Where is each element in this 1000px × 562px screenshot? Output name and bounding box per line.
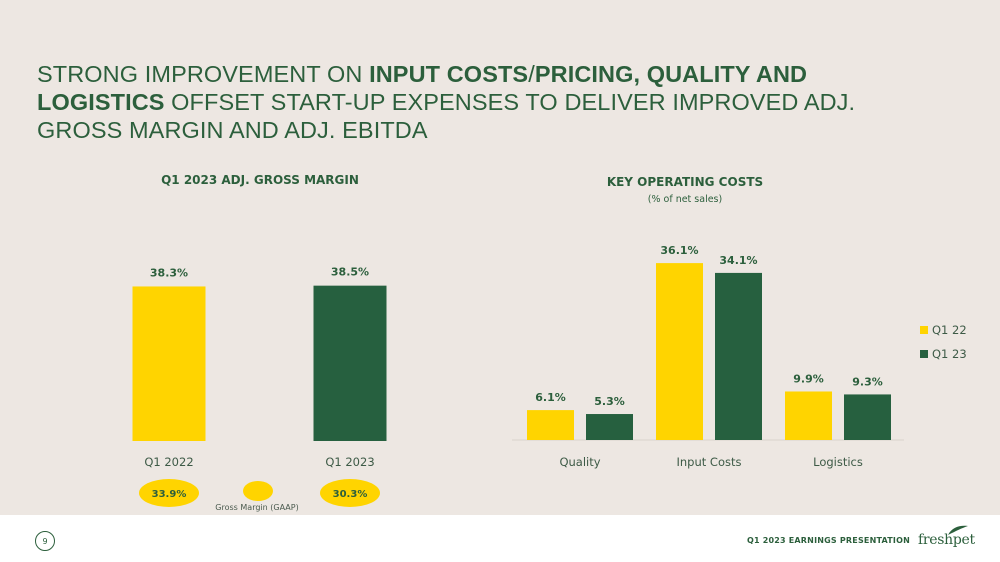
bar-input-costs-2 bbox=[715, 272, 762, 440]
bar-value-label: 38.3% bbox=[150, 266, 188, 279]
category-label: Input Costs bbox=[677, 455, 742, 469]
gaap-margin-label: Gross Margin (GAAP) bbox=[215, 503, 299, 512]
gaap-margin-badge bbox=[320, 479, 380, 507]
bar-1 bbox=[132, 286, 206, 441]
bar-2 bbox=[313, 285, 387, 441]
gross-margin-chart-title: Q1 2023 ADJ. GROSS MARGIN bbox=[161, 173, 359, 187]
category-label: Q1 2023 bbox=[325, 455, 374, 469]
title-segment: / bbox=[528, 61, 535, 87]
title-segment: OFFSET START-UP EXPENSES TO DELIVER IMPR… bbox=[37, 89, 856, 143]
slide-title: STRONG IMPROVEMENT ON INPUT COSTS/PRICIN… bbox=[37, 60, 937, 144]
bar-input-costs-1 bbox=[656, 263, 703, 440]
logo-leaf-icon bbox=[948, 525, 968, 535]
bar-logistics-2 bbox=[844, 394, 891, 440]
bar-value-label: 6.1% bbox=[535, 391, 566, 404]
operating-costs-chart-subtitle: (% of net sales) bbox=[647, 194, 723, 205]
bar-quality-2 bbox=[586, 414, 633, 440]
logo-wordmark: freshpet bbox=[918, 532, 975, 548]
legend-swatch bbox=[920, 350, 928, 358]
operating-costs-chart-title: KEY OPERATING COSTS bbox=[606, 175, 764, 189]
gaap-margin-badge bbox=[139, 479, 199, 507]
bar-value-label: 36.1% bbox=[660, 244, 698, 257]
bar-value-label: 34.1% bbox=[719, 254, 757, 267]
gaap-legend-marker bbox=[243, 481, 273, 501]
bar-logistics-1 bbox=[785, 391, 832, 440]
category-label: Logistics bbox=[813, 455, 863, 469]
bar-value-label: 38.5% bbox=[331, 266, 369, 279]
footer-presentation-label: Q1 2023 EARNINGS PRESENTATION bbox=[746, 536, 910, 545]
bar-quality-1 bbox=[527, 410, 574, 440]
bar-value-label: 5.3% bbox=[594, 395, 625, 408]
title-segment: STRONG IMPROVEMENT ON bbox=[37, 61, 370, 87]
gaap-margin-value: 33.9% bbox=[152, 489, 187, 500]
category-label: Q1 2022 bbox=[144, 455, 193, 469]
freshpet-logo: freshpet bbox=[918, 524, 975, 552]
legend-label: Q1 22 bbox=[932, 323, 967, 337]
page-number: 9 bbox=[35, 531, 55, 551]
category-label: Quality bbox=[559, 455, 600, 469]
bar-value-label: 9.9% bbox=[793, 372, 824, 385]
legend-swatch bbox=[920, 326, 928, 334]
gaap-margin-value: 30.3% bbox=[333, 489, 368, 500]
title-segment: PRICING, QUALITY AND LOGISTICS bbox=[37, 61, 808, 115]
bar-value-label: 9.3% bbox=[852, 375, 883, 388]
title-segment: INPUT COSTS bbox=[369, 61, 529, 87]
legend-label: Q1 23 bbox=[932, 347, 967, 361]
